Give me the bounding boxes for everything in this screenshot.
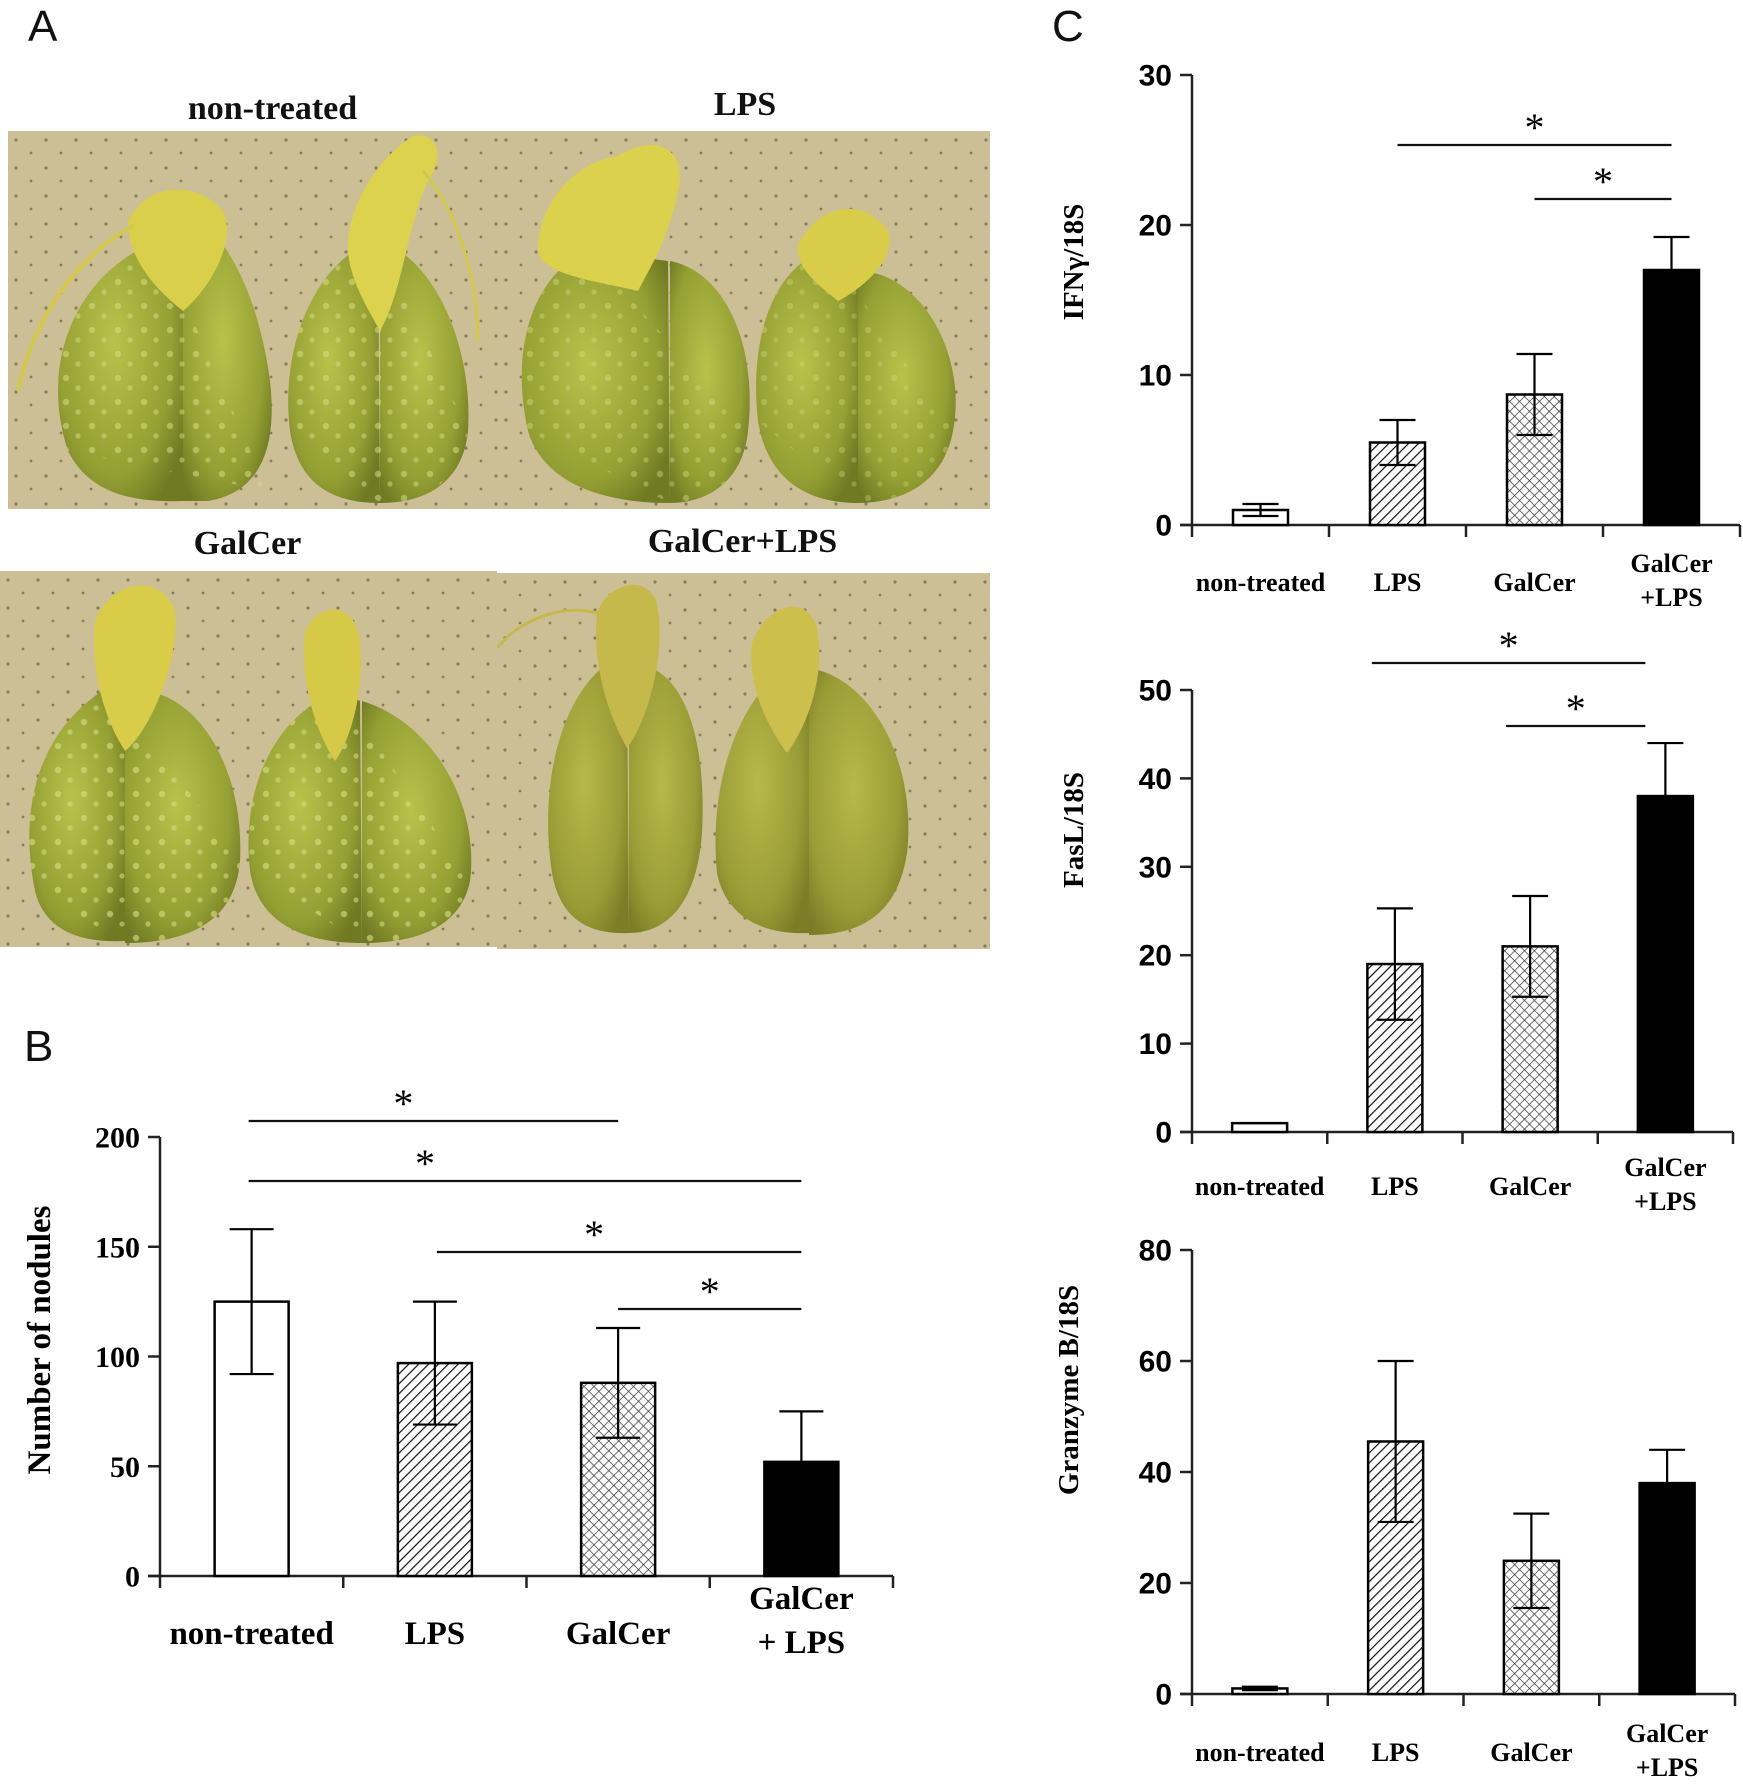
x-category-label: GalCer (1626, 1719, 1708, 1748)
x-category-label: non-treated (1195, 1172, 1325, 1201)
x-category-label: non-treated (1195, 1738, 1325, 1767)
bar (1366, 962, 1424, 1134)
bar (1636, 794, 1695, 1134)
significance-star: * (1499, 623, 1519, 668)
x-category-label: GalCer (1490, 1738, 1572, 1767)
y-tick-label: 60 (1139, 1346, 1172, 1379)
photo-label-galcer: GalCer (193, 525, 302, 562)
lung-photo-lps (498, 131, 990, 509)
x-category-label: +LPS (1640, 583, 1703, 612)
bar (1230, 1121, 1289, 1134)
x-category-label: +LPS (1636, 1753, 1699, 1782)
y-tick-label: 20 (1139, 1568, 1172, 1601)
x-category-label: GalCer (1489, 1172, 1571, 1201)
y-tick-label: 40 (1139, 763, 1172, 796)
y-tick-label: 30 (1139, 851, 1172, 884)
significance-star: * (700, 1269, 720, 1314)
y-tick-label: 40 (1139, 1457, 1172, 1490)
significance-star: * (1525, 105, 1545, 150)
x-category-label: LPS (1372, 1738, 1420, 1767)
x-category-label: GalCer (1624, 1153, 1706, 1182)
bar (1638, 1481, 1696, 1696)
y-tick-label: 200 (95, 1122, 140, 1155)
x-category-label: LPS (405, 1616, 466, 1652)
y-tick-label: 100 (95, 1341, 140, 1374)
significance-star: * (393, 1081, 413, 1126)
y-tick-label: 0 (1155, 1117, 1172, 1150)
chart-c-fasl: FasL/18S 0 10 20 30 40 50 non-treated LPS GalCer… (1058, 623, 1735, 1216)
y-tick-label: 80 (1139, 1235, 1172, 1268)
y-tick-label: 50 (110, 1451, 140, 1484)
significance-star: * (1593, 159, 1613, 204)
x-category-label: + LPS (758, 1625, 846, 1661)
x-category-label: non-treated (1196, 568, 1326, 597)
y-axis-label-ifng: IFNγ/18S (1058, 204, 1090, 321)
lung-photo-galcer (0, 571, 497, 947)
chart-b: Number of nodules 0 50 100 150 200 non-treate… (22, 1081, 895, 1661)
x-category-label: LPS (1374, 568, 1422, 597)
x-category-label: GalCer (566, 1616, 670, 1652)
bar (763, 1460, 840, 1578)
y-tick-label: 0 (1155, 1679, 1172, 1712)
y-tick-label: 150 (95, 1231, 140, 1264)
y-tick-label: 20 (1139, 940, 1172, 973)
chart-c-granzyme: Granzyme B/18S 0 20 40 60 80 non-treated LPS Ga… (1053, 1235, 1737, 1782)
bar (1505, 393, 1564, 527)
x-category-label: +LPS (1634, 1187, 1697, 1216)
y-axis-label-nodules: Number of nodules (22, 1205, 58, 1474)
y-tick-label: 0 (1155, 510, 1172, 543)
significance-star: * (584, 1212, 604, 1257)
y-tick-label: 0 (125, 1561, 140, 1594)
x-category-label: non-treated (169, 1616, 333, 1652)
y-tick-label: 50 (1139, 675, 1172, 708)
x-category-label: GalCer (1630, 549, 1712, 578)
x-category-label: LPS (1371, 1172, 1419, 1201)
x-category-label: GalCer (1493, 568, 1575, 597)
significance-star: * (1566, 686, 1586, 731)
photo-label-non-treated: non-treated (187, 90, 358, 127)
lung-photo-non-treated (8, 131, 498, 509)
y-axis-label-granzyme: Granzyme B/18S (1053, 1285, 1085, 1495)
chart-c-ifng: IFNγ/18S 0 10 20 30 non-treated LPS GalCer GalC… (1058, 60, 1742, 612)
x-category-label: GalCer (749, 1581, 853, 1617)
photo-label-galcer-lps: GalCer+LPS (647, 523, 838, 560)
y-tick-label: 10 (1139, 360, 1172, 393)
panel-letter-b: B (24, 1022, 54, 1071)
y-tick-label: 30 (1139, 60, 1172, 93)
lung-photo-galcer-lps (497, 573, 990, 949)
panel-letter-a: A (28, 2, 58, 51)
y-tick-label: 20 (1139, 210, 1172, 243)
significance-star: * (415, 1141, 435, 1186)
panel-letter-c: C (1052, 2, 1084, 51)
y-tick-label: 10 (1139, 1028, 1172, 1061)
bar (1642, 268, 1701, 527)
photo-label-lps: LPS (713, 86, 777, 123)
y-axis-label-fasl: FasL/18S (1058, 772, 1090, 888)
